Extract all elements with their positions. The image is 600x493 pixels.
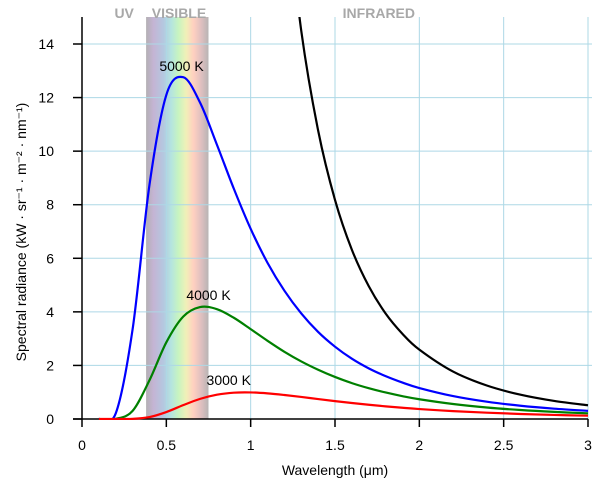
y-tick-label: 4 (46, 304, 54, 320)
region-label: VISIBLE (152, 5, 206, 21)
y-axis-label: Spectral radiance (kW · sr⁻¹ · m⁻² · nm⁻… (13, 103, 29, 362)
y-tick-label: 10 (38, 143, 54, 159)
x-tick-label: 1.5 (325, 437, 345, 453)
series-label: 3000 K (207, 372, 252, 388)
series-label: 4000 K (186, 287, 231, 303)
x-axis-label: Wavelength (μm) (282, 462, 388, 478)
y-tick-label: 8 (46, 197, 54, 213)
y-tick-label: 2 (46, 357, 54, 373)
y-tick-label: 14 (38, 36, 54, 52)
region-label: INFRARED (343, 5, 415, 21)
y-tick-label: 6 (46, 250, 54, 266)
series-line-classical (298, 17, 589, 407)
x-tick-label: 2.5 (494, 437, 514, 453)
x-tick-label: 1 (247, 437, 255, 453)
x-tick-label: 0 (78, 437, 86, 453)
x-tick-label: 2 (415, 437, 423, 453)
x-tick-label: 0.5 (157, 437, 177, 453)
series-line-5000-k (98, 75, 589, 420)
series-line-3000-k (98, 391, 589, 420)
series-line-4000-k (98, 305, 589, 420)
visible-spectrum-band (146, 17, 209, 419)
region-label: UV (114, 5, 134, 21)
y-tick-label: 12 (38, 90, 54, 106)
x-tick-label: 3 (584, 437, 592, 453)
y-tick-label: 0 (46, 411, 54, 427)
series-label: 5000 K (159, 58, 204, 74)
